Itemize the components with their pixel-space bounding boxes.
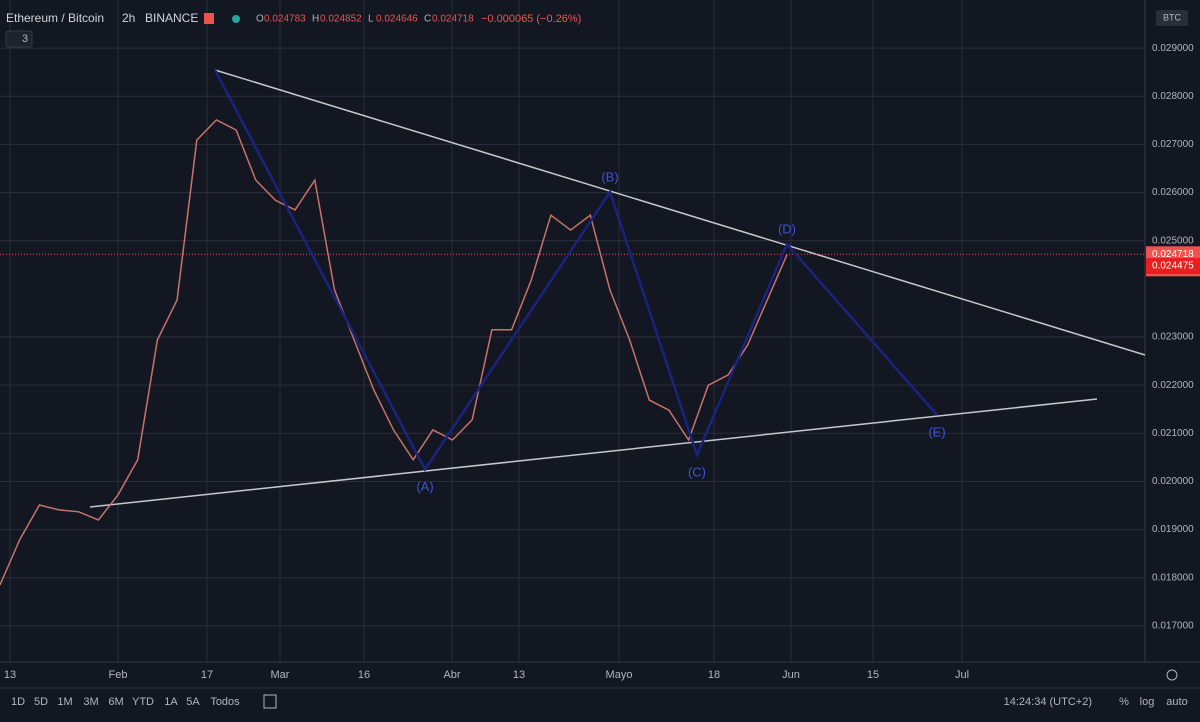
date-range-icon[interactable] <box>263 694 277 709</box>
range-button[interactable]: 1A <box>164 696 178 708</box>
scale-option[interactable]: log <box>1140 696 1155 708</box>
wave-label: (B) <box>601 170 618 185</box>
price-line <box>0 118 788 586</box>
ohlc-key: L <box>368 14 374 25</box>
price-tick-label: 0.017000 <box>1152 621 1194 632</box>
range-button[interactable]: 6M <box>108 696 123 708</box>
wave-label: (E) <box>928 424 945 439</box>
price-tick-label: 0.022000 <box>1152 380 1194 391</box>
ohlc-key: O <box>256 14 264 25</box>
scale-option[interactable]: auto <box>1166 696 1187 708</box>
time-tick-label: 15 <box>867 669 879 681</box>
ohlc-key: C <box>424 14 431 25</box>
price-tick-label: 0.028000 <box>1152 91 1194 102</box>
wave-path <box>213 69 938 472</box>
ohlc: O 0.024783 H 0.024852 L 0.024646 C 0.024718 <box>256 14 474 25</box>
time-tick-label: 13 <box>513 669 525 681</box>
time-tick-label: 17 <box>201 669 213 681</box>
time-tick-label: Jul <box>955 669 969 681</box>
flag-icon[interactable] <box>204 13 214 24</box>
wave-label: (A) <box>416 479 433 494</box>
range-button[interactable]: 1D <box>11 696 25 708</box>
wave-label: (C) <box>688 464 706 479</box>
price-tick-label: 0.019000 <box>1152 524 1194 535</box>
range-button[interactable]: 5D <box>34 696 48 708</box>
time-tick-label: 18 <box>708 669 720 681</box>
range-button[interactable]: 5A <box>186 696 200 708</box>
price-tick-label: 0.026000 <box>1152 187 1194 198</box>
time-tick-label: 13 <box>4 669 16 681</box>
ma-price-tag <box>1146 258 1200 275</box>
ohlc-key: H <box>312 14 319 25</box>
ohlc-value: 0.024646 <box>376 14 418 25</box>
price-tick-label: 0.020000 <box>1152 476 1194 487</box>
range-button[interactable]: YTD <box>132 696 154 708</box>
price-tick-label: 0.018000 <box>1152 572 1194 583</box>
wave-label: (D) <box>778 222 796 237</box>
currency: BTC <box>1163 12 1182 22</box>
last-price: 0.024718 <box>1152 249 1194 260</box>
settings-icon[interactable] <box>1166 669 1178 681</box>
time-tick-label: Jun <box>782 669 800 681</box>
price-tick-label: 0.025000 <box>1152 235 1194 246</box>
range-button[interactable]: 1M <box>57 696 72 708</box>
interval[interactable]: 2h <box>122 11 135 25</box>
price-tick-label: 0.021000 <box>1152 428 1194 439</box>
ohlc-value: 0.024852 <box>320 14 362 25</box>
toolbar: 1D 5D 1M 3M 6M YTD 1A 5A Todos 14:24:34 (UTC+2)% l… <box>11 696 1188 708</box>
price-tick-label: 0.027000 <box>1152 139 1194 150</box>
ohlc-value: 0.024718 <box>432 14 474 25</box>
ohlc-value: 0.024783 <box>264 14 306 25</box>
grid <box>0 0 1145 662</box>
upper-trendline <box>214 69 1146 356</box>
time-tick-label: Abr <box>443 669 460 681</box>
range-button[interactable]: 3M <box>83 696 98 708</box>
plot <box>0 69 1145 586</box>
price-tick-label: 0.029000 <box>1152 43 1194 54</box>
indicator-count: 3 <box>22 33 28 45</box>
lower-trendline <box>89 398 1098 508</box>
range-button[interactable]: Todos <box>210 696 240 708</box>
price-tick-label: 0.023000 <box>1152 332 1194 343</box>
indicator-toggle[interactable] <box>5 30 33 48</box>
time-tick-label: Mar <box>271 669 290 681</box>
ma-price: 0.024475 <box>1152 261 1194 272</box>
status-dot <box>232 15 240 23</box>
exchange: BINANCE <box>145 11 198 25</box>
time-tick-label: 16 <box>358 669 370 681</box>
symbol[interactable]: Ethereum / Bitcoin <box>6 11 104 25</box>
change: −0.000065 (−0.26%) <box>481 13 581 25</box>
scale-option[interactable]: % <box>1119 696 1129 708</box>
time-tick-label: Mayo <box>606 669 633 681</box>
currency-badge[interactable] <box>1156 10 1188 26</box>
time-tick-label: Feb <box>109 669 128 681</box>
clock: 14:24:34 (UTC+2) <box>1004 696 1092 708</box>
